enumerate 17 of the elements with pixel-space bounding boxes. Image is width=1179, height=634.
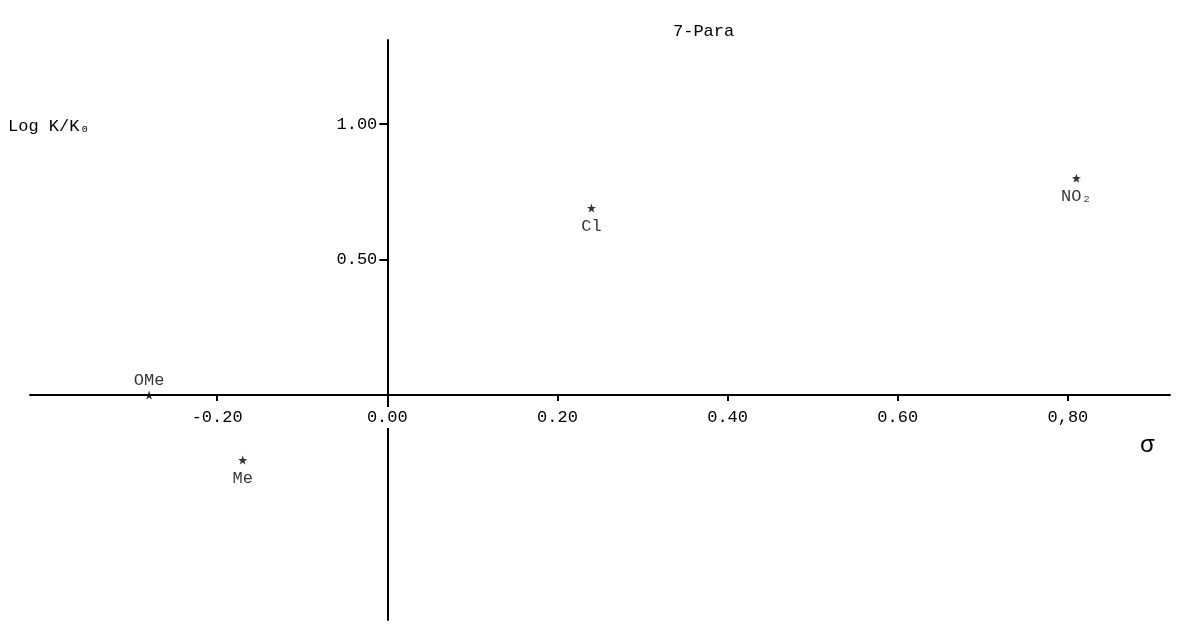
x-axis-title: σ [1140,431,1155,459]
annotation: NO₂ [1061,187,1092,207]
annotation: Me [232,469,253,489]
annotation: Cl [581,217,602,237]
x-tick-label: 0.60 [877,408,919,428]
point [1071,173,1081,183]
annotation: OMe [133,371,165,391]
x-tick-label: 0.40 [707,408,749,428]
x-tick-label: 0,80 [1047,408,1089,428]
y-tick-label: 1.00 [336,114,378,134]
x-tick-label: 0.20 [537,408,578,428]
y-tick-label: 0.50 [336,250,378,270]
x-tick-label: 0.00 [366,408,408,428]
chart-title: 7-Para [673,22,735,41]
x-tick-label: -0.20 [191,408,243,428]
point [238,455,248,465]
y-axis-title: Log K/K₀ [8,117,90,136]
